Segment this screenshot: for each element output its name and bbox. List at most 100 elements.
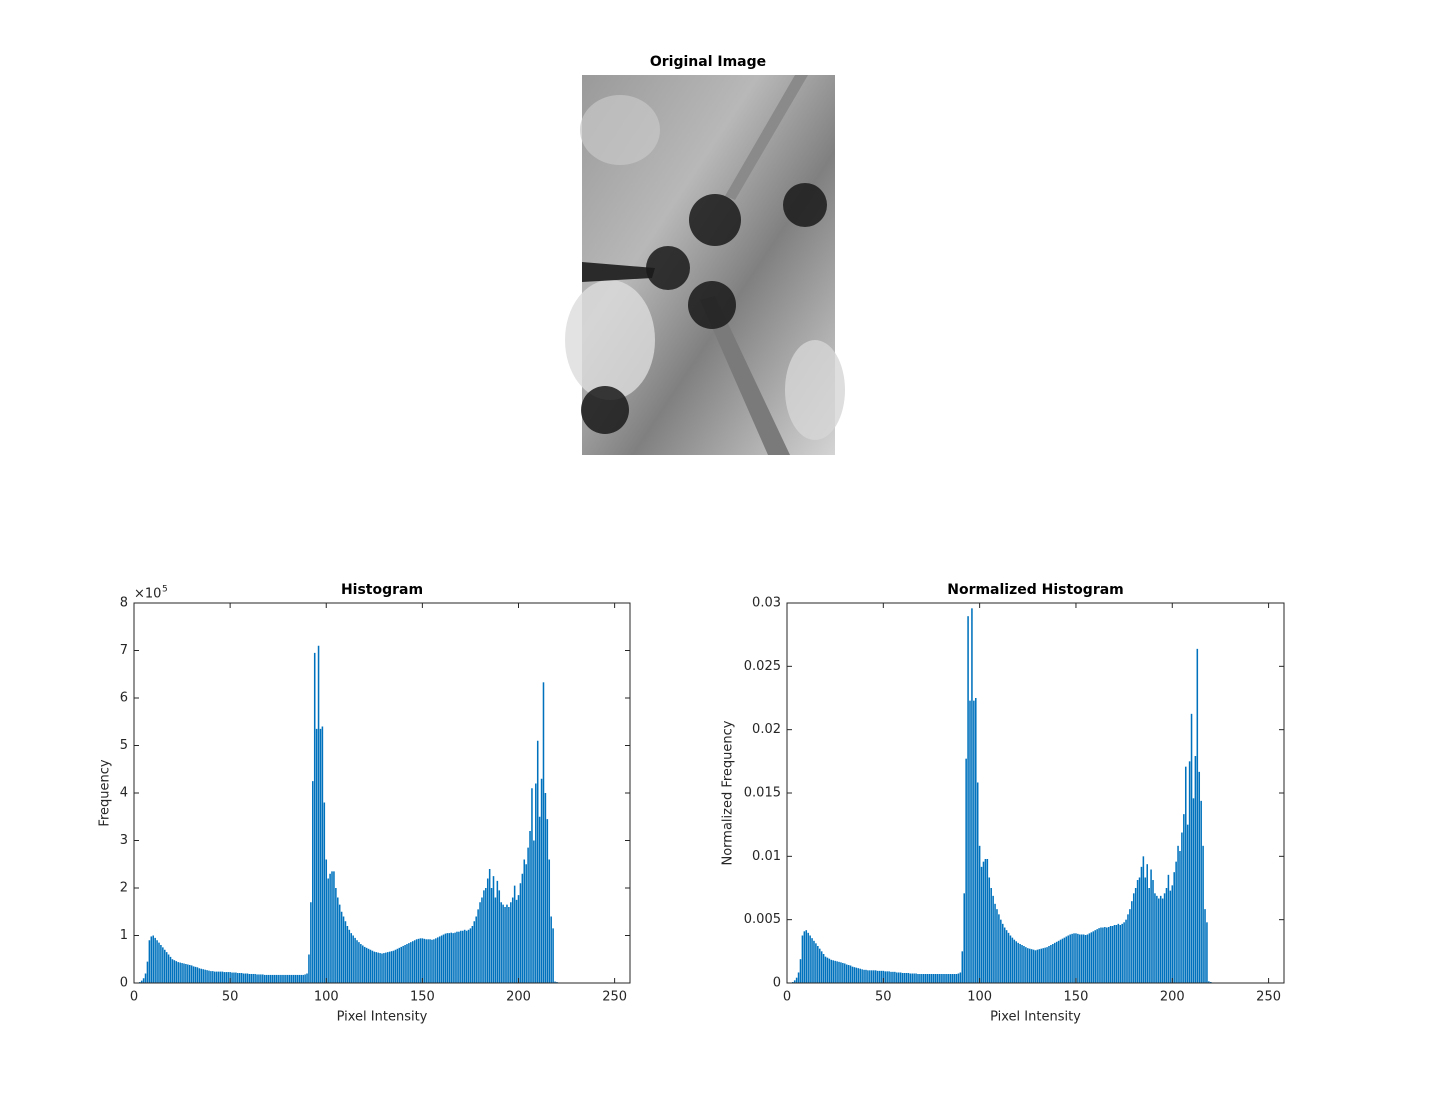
bar — [313, 652, 316, 983]
bar — [438, 936, 441, 983]
x-tick-label: 50 — [222, 990, 239, 1005]
bar — [350, 933, 353, 983]
bar — [479, 902, 481, 983]
bar — [435, 938, 437, 983]
bar — [975, 698, 977, 983]
bar — [907, 972, 910, 983]
bar — [1061, 938, 1064, 983]
bar — [173, 960, 176, 983]
bar — [799, 959, 802, 983]
y-tick-label: 0.025 — [744, 659, 781, 674]
bar — [865, 969, 867, 983]
bar — [283, 974, 285, 983]
bar — [413, 940, 416, 983]
bar — [490, 888, 493, 983]
axes-box — [786, 602, 1285, 984]
bar — [171, 959, 174, 983]
bar — [917, 974, 919, 983]
bar — [519, 883, 522, 983]
bar — [1059, 939, 1062, 983]
bar — [936, 974, 939, 983]
bar — [1119, 924, 1122, 983]
bar — [1015, 941, 1018, 983]
bar — [417, 938, 420, 983]
bar — [323, 802, 326, 983]
x-tick-label: 100 — [967, 990, 992, 1005]
x-tick-label: 250 — [602, 990, 627, 1005]
bar — [369, 949, 372, 983]
bar — [1138, 877, 1141, 983]
bar — [381, 953, 383, 983]
bar — [175, 961, 178, 983]
y-tick-label: 8 — [120, 596, 128, 611]
bar — [973, 700, 975, 983]
bar — [1080, 934, 1083, 983]
bar — [811, 938, 813, 983]
bar — [863, 969, 865, 983]
bar — [926, 974, 929, 983]
bar — [196, 967, 199, 983]
bar — [198, 968, 201, 983]
x-tick-label: 0 — [130, 990, 138, 1005]
x-tick-label: 200 — [1160, 990, 1185, 1005]
bar — [1156, 895, 1158, 983]
bar — [1019, 943, 1021, 983]
bar — [342, 916, 345, 983]
bar — [498, 890, 501, 983]
bar — [485, 888, 487, 983]
bar — [215, 971, 218, 983]
bar — [508, 907, 510, 983]
bar — [144, 973, 147, 983]
bar — [148, 940, 151, 983]
bar — [838, 961, 840, 983]
bar — [1071, 933, 1073, 983]
bar — [523, 859, 526, 983]
bar — [306, 973, 308, 983]
bar — [849, 965, 852, 983]
bar — [510, 902, 512, 983]
bar — [986, 858, 989, 983]
bar — [310, 902, 312, 983]
bar — [834, 960, 836, 983]
bar — [921, 974, 923, 983]
bar — [870, 970, 873, 983]
bar — [961, 951, 964, 983]
bar — [826, 957, 829, 983]
bar — [492, 876, 495, 983]
bar — [1023, 946, 1025, 983]
bar — [1150, 869, 1152, 983]
bar — [978, 845, 981, 983]
bar — [244, 973, 247, 983]
bar — [269, 974, 272, 983]
bar — [1055, 941, 1058, 983]
bar — [1177, 845, 1179, 983]
bar — [990, 888, 992, 983]
bar — [830, 959, 833, 983]
bar — [1113, 924, 1116, 983]
bar — [548, 859, 551, 983]
bar — [433, 939, 435, 983]
bar — [162, 947, 164, 983]
bar — [901, 972, 904, 983]
bar — [238, 973, 241, 983]
bar — [373, 951, 376, 983]
bar — [317, 645, 320, 983]
bar — [894, 971, 896, 983]
bar — [367, 948, 370, 983]
bar — [1088, 933, 1091, 983]
bar — [1134, 888, 1137, 983]
bar — [1086, 934, 1089, 983]
bar — [1210, 981, 1212, 983]
bar — [242, 973, 245, 983]
bar — [335, 888, 337, 983]
bar — [1121, 923, 1123, 983]
bar — [930, 974, 933, 983]
bar — [217, 971, 220, 983]
bar — [1202, 845, 1204, 983]
bar — [312, 781, 314, 983]
bar — [884, 971, 887, 983]
bar — [477, 909, 479, 983]
bar — [1057, 940, 1060, 983]
bar — [1034, 950, 1037, 983]
bar — [1142, 856, 1145, 983]
